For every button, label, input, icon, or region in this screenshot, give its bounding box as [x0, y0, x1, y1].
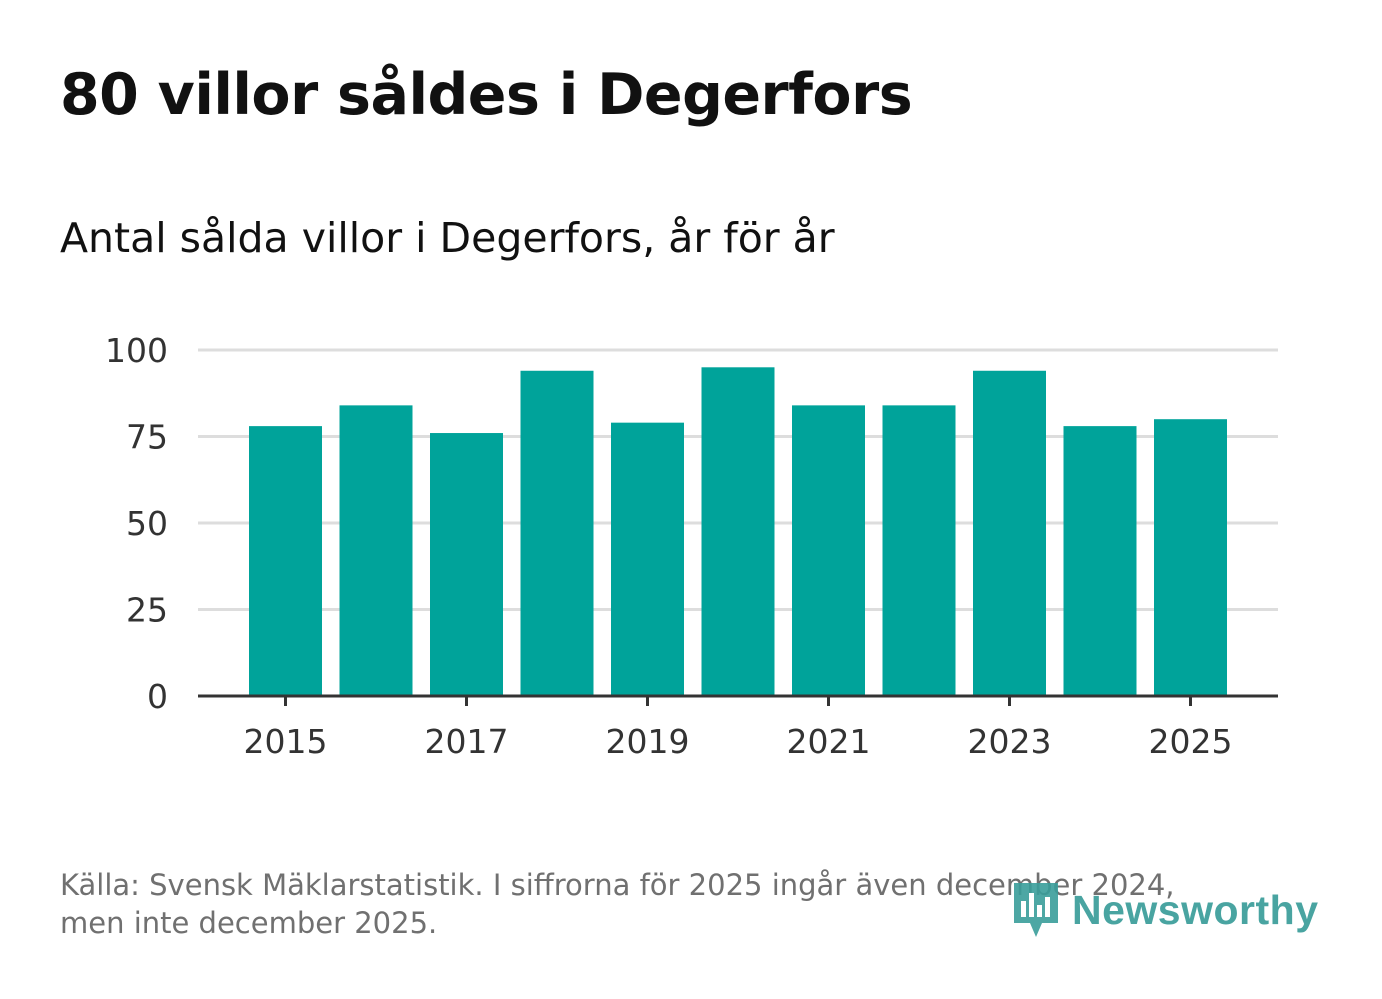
source-note-line-1: Källa: Svensk Mäklarstatistik. I siffror… [60, 868, 1175, 902]
bar-2016 [339, 405, 413, 696]
newsworthy-logo: Newsworthy [1010, 880, 1319, 940]
source-note-line-2: men inte december 2025. [60, 906, 438, 940]
bar-2018 [520, 370, 594, 696]
x-tick-label: 2015 [244, 722, 328, 761]
x-tick-label: 2019 [606, 722, 690, 761]
bar-2020 [701, 367, 775, 696]
bar-2017 [430, 433, 503, 696]
bar-2024 [1063, 426, 1137, 696]
x-tick-label: 2025 [1149, 722, 1233, 761]
x-tick-label: 2023 [968, 722, 1052, 761]
source-note: Källa: Svensk Mäklarstatistik. I siffror… [60, 866, 1260, 942]
bar-2022 [882, 405, 956, 696]
bar-2015 [249, 426, 322, 696]
bar-2025 [1154, 419, 1227, 696]
y-tick-label: 100 [105, 331, 168, 370]
y-tick-label: 25 [126, 591, 168, 630]
bar-2019 [611, 422, 684, 696]
y-tick-label: 75 [126, 418, 168, 457]
chart-title: 80 villor såldes i Degerfors [60, 62, 913, 128]
x-tick-label: 2017 [425, 722, 509, 761]
bar-2023 [973, 370, 1046, 696]
logo-text: Newsworthy [1072, 886, 1319, 933]
chart-subtitle: Antal sålda villor i Degerfors, år för å… [60, 214, 835, 262]
y-tick-label: 50 [126, 504, 168, 543]
bar-chart: 0 25 50 75 100 2015 2017 2019 2021 2023 2025 [105, 331, 1278, 761]
x-tick-label: 2021 [787, 722, 871, 761]
bar-2021 [792, 405, 865, 696]
y-tick-label: 0 [147, 677, 168, 716]
bar-chart-speech-bubble-icon [1014, 883, 1058, 937]
